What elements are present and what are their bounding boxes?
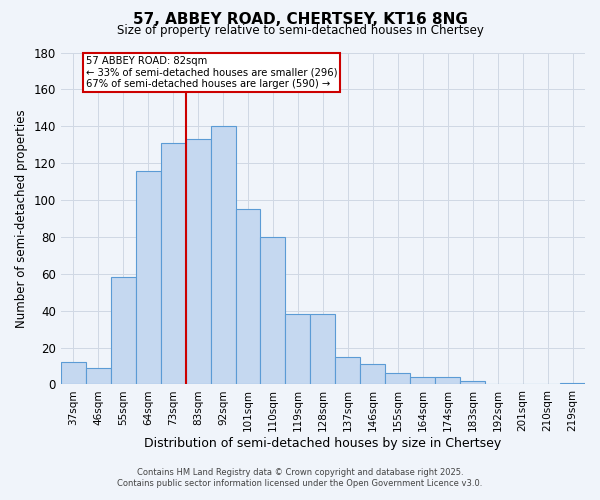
Bar <box>410 377 435 384</box>
Bar <box>310 314 335 384</box>
Bar <box>560 382 585 384</box>
Bar <box>435 377 460 384</box>
Text: 57 ABBEY ROAD: 82sqm
← 33% of semi-detached houses are smaller (296)
67% of semi: 57 ABBEY ROAD: 82sqm ← 33% of semi-detac… <box>86 56 337 90</box>
Bar <box>136 170 161 384</box>
Bar <box>86 368 111 384</box>
Bar <box>161 143 185 384</box>
Bar <box>236 210 260 384</box>
Text: Contains HM Land Registry data © Crown copyright and database right 2025.
Contai: Contains HM Land Registry data © Crown c… <box>118 468 482 487</box>
Bar <box>185 139 211 384</box>
Bar <box>211 126 236 384</box>
Bar <box>61 362 86 384</box>
Bar <box>335 357 361 384</box>
Bar <box>385 374 410 384</box>
Bar <box>460 381 485 384</box>
Bar <box>111 278 136 384</box>
Text: Size of property relative to semi-detached houses in Chertsey: Size of property relative to semi-detach… <box>116 24 484 37</box>
Bar <box>286 314 310 384</box>
Bar <box>361 364 385 384</box>
Y-axis label: Number of semi-detached properties: Number of semi-detached properties <box>15 109 28 328</box>
Text: 57, ABBEY ROAD, CHERTSEY, KT16 8NG: 57, ABBEY ROAD, CHERTSEY, KT16 8NG <box>133 12 467 28</box>
X-axis label: Distribution of semi-detached houses by size in Chertsey: Distribution of semi-detached houses by … <box>144 437 502 450</box>
Bar <box>260 237 286 384</box>
